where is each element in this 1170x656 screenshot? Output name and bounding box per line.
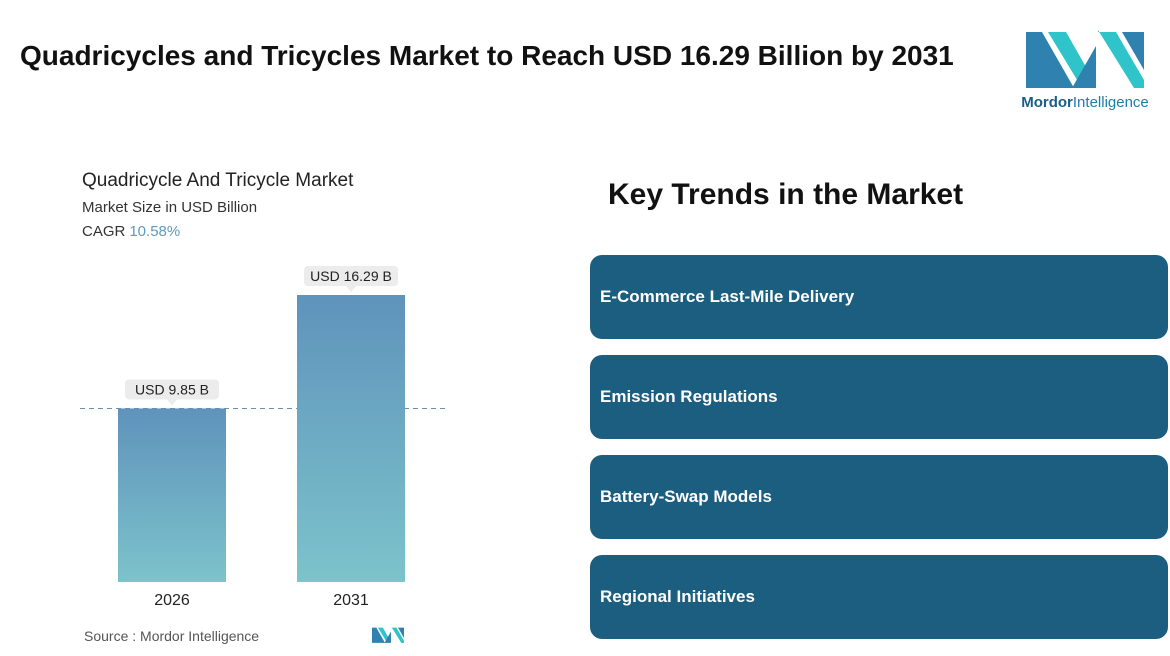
data-label: USD 9.85 B bbox=[135, 381, 209, 397]
data-label: USD 16.29 B bbox=[310, 268, 392, 284]
page-title: Quadricycles and Tricycles Market to Rea… bbox=[20, 40, 954, 71]
trend-card-ecommerce: E-Commerce Last-Mile Delivery bbox=[590, 255, 1168, 339]
trend-card-emission: Emission Regulations bbox=[590, 355, 1168, 439]
chart-subtitle: Market Size in USD Billion bbox=[82, 199, 258, 216]
trend-card-regional: Regional Initiatives bbox=[590, 555, 1168, 639]
trend-label: Regional Initiatives bbox=[600, 587, 755, 606]
mordor-small-logo-icon bbox=[372, 627, 404, 643]
trend-label: Battery-Swap Models bbox=[600, 487, 772, 506]
brand-name-rest: Intelligence bbox=[1072, 94, 1149, 111]
data-label-pointer bbox=[167, 399, 177, 406]
data-label-bg bbox=[125, 379, 219, 400]
data-label-pointer bbox=[346, 286, 356, 292]
brand-logo: MordorIntelligence bbox=[1010, 30, 1160, 116]
brand-name: MordorIntelligence bbox=[1010, 94, 1160, 111]
cagr-value: 10.58% bbox=[129, 223, 181, 240]
data-label-bg bbox=[304, 266, 398, 286]
source-note: Source : Mordor Intelligence bbox=[84, 628, 259, 644]
bar-2026 bbox=[118, 408, 226, 582]
x-tick-label: 2026 bbox=[154, 592, 190, 609]
bar-2031 bbox=[297, 295, 405, 582]
mordor-logo-icon bbox=[1026, 30, 1144, 88]
cagr-label: CAGR bbox=[82, 223, 126, 240]
trend-label: E-Commerce Last-Mile Delivery bbox=[600, 287, 855, 306]
trend-label: Emission Regulations bbox=[600, 387, 778, 406]
source-name: Mordor Intelligence bbox=[140, 628, 260, 644]
brand-name-bold: Mordor bbox=[1021, 94, 1073, 111]
cagr-row: CAGR 10.58% bbox=[82, 223, 180, 240]
chart-title: Quadricycle And Tricycle Market bbox=[82, 170, 354, 191]
trend-card-battery-swap: Battery-Swap Models bbox=[590, 455, 1168, 539]
source-label: Source : bbox=[84, 628, 137, 644]
trends-heading: Key Trends in the Market bbox=[608, 178, 964, 211]
x-tick-label: 2031 bbox=[333, 592, 369, 609]
bar-chart: USD 9.85 B 2026 USD 16.29 B 2031 bbox=[80, 266, 445, 609]
